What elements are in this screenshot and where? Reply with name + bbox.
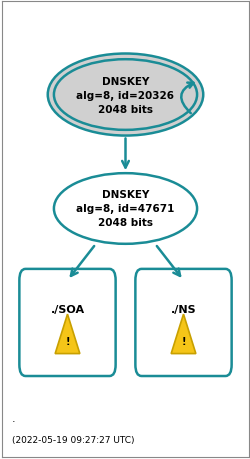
Text: DNSKEY
alg=8, id=20326
2048 bits: DNSKEY alg=8, id=20326 2048 bits — [76, 76, 174, 114]
Text: ./SOA: ./SOA — [50, 304, 84, 314]
FancyBboxPatch shape — [135, 269, 231, 376]
Ellipse shape — [48, 54, 203, 136]
Text: DNSKEY
alg=8, id=47671
2048 bits: DNSKEY alg=8, id=47671 2048 bits — [76, 190, 174, 228]
Ellipse shape — [54, 174, 196, 244]
FancyArrowPatch shape — [180, 84, 193, 114]
Text: ./NS: ./NS — [170, 304, 196, 314]
Polygon shape — [170, 314, 195, 354]
Ellipse shape — [54, 60, 196, 130]
Text: !: ! — [65, 336, 70, 346]
Text: !: ! — [180, 336, 185, 346]
Text: (2022-05-19 09:27:27 UTC): (2022-05-19 09:27:27 UTC) — [12, 435, 134, 444]
Text: .: . — [12, 413, 16, 423]
Polygon shape — [55, 314, 80, 354]
FancyBboxPatch shape — [19, 269, 115, 376]
